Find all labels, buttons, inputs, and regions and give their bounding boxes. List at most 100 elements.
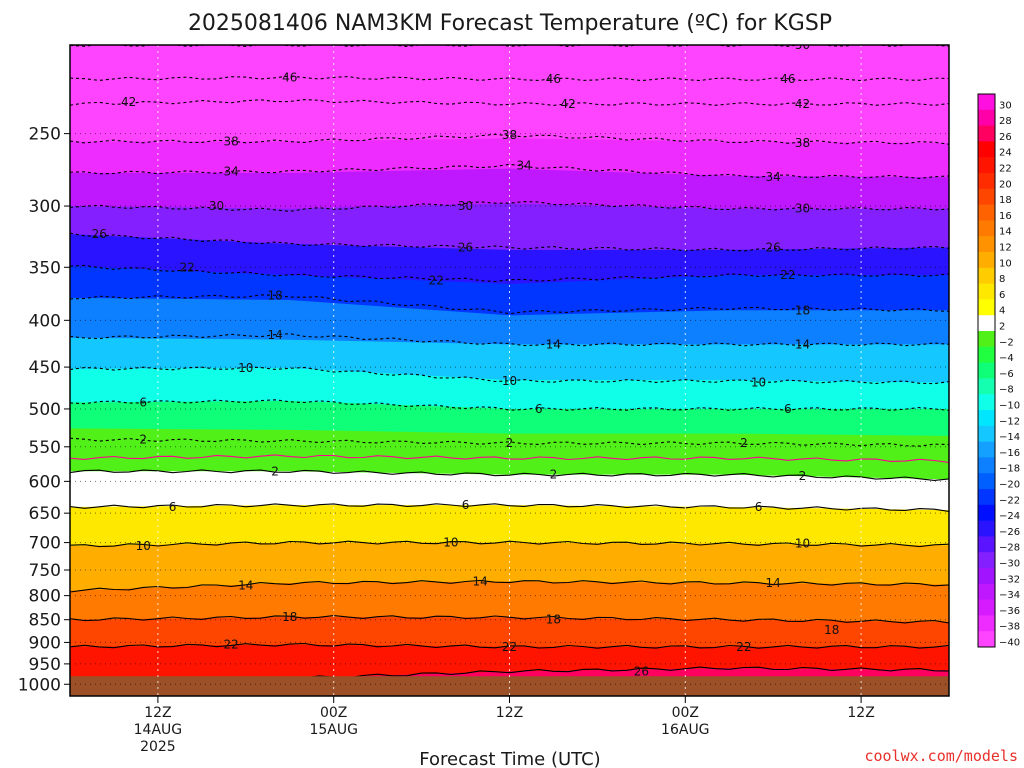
contour-line-14 xyxy=(70,579,949,593)
colorbar-swatch xyxy=(978,504,995,522)
colorbar-label: 14 xyxy=(999,227,1012,238)
contour-label: 46 xyxy=(780,72,795,86)
surface-ground xyxy=(70,676,949,696)
colorbar-swatch xyxy=(978,157,995,174)
colorbar: 30 28 26 24 22 20 18 16 14 12 10 8 6 4 2 −2 −4 −6 −8 −10 −12… xyxy=(977,93,1020,649)
contour-label: 46 xyxy=(546,72,561,86)
contour-label: 18 xyxy=(795,303,810,317)
colorbar-swatch xyxy=(978,615,995,632)
colorbar-label: −16 xyxy=(999,448,1020,459)
colorbar-label: 8 xyxy=(999,274,1005,285)
contour-label: 14 xyxy=(267,328,282,342)
contour-label: 42 xyxy=(560,97,575,111)
contour-label: 14 xyxy=(766,576,781,590)
y-tick-label: 850 xyxy=(29,611,61,631)
contour-line-2 xyxy=(70,469,949,481)
colorbar-label: −32 xyxy=(999,574,1020,585)
colorbar-label: 24 xyxy=(999,148,1012,159)
contour-label: 26 xyxy=(92,227,107,241)
colorbar-swatch xyxy=(978,425,995,443)
contour-label: 22 xyxy=(429,274,444,288)
colorbar-label: −24 xyxy=(999,511,1020,522)
contour-label: 34 xyxy=(766,170,781,184)
contour-label: 26 xyxy=(634,664,649,678)
y-tick-label: 700 xyxy=(29,534,61,554)
contour-label: 22 xyxy=(224,638,239,652)
contour-label: 42 xyxy=(795,97,810,111)
contour-label: 10 xyxy=(795,537,810,551)
colorbar-swatch xyxy=(978,299,995,316)
contour-label: 30 xyxy=(209,199,224,213)
contour-label: 2 xyxy=(740,436,748,450)
colorbar-label: −36 xyxy=(999,606,1020,617)
contour-label: 46 xyxy=(282,70,297,84)
colorbar-swatch xyxy=(978,583,995,601)
colorbar-label: −14 xyxy=(999,432,1020,443)
colorbar-label: 16 xyxy=(999,211,1012,222)
colorbar-swatch xyxy=(978,283,995,300)
colorbar-label: 12 xyxy=(999,243,1012,254)
colorbar-label: 2 xyxy=(999,322,1005,333)
colorbar-swatch xyxy=(978,252,995,269)
colorbar-swatch xyxy=(978,188,995,206)
colorbar-swatch xyxy=(978,173,995,190)
contour-label: 18 xyxy=(282,610,297,624)
colorbar-swatch xyxy=(978,94,995,111)
y-tick-label: 400 xyxy=(29,311,61,331)
colorbar-swatch xyxy=(978,568,995,585)
colorbar-swatch xyxy=(978,441,995,458)
colorbar-label: −2 xyxy=(999,337,1014,348)
colorbar-label: 30 xyxy=(999,100,1012,111)
contour-label: 2 xyxy=(550,468,558,482)
colorbar-label: −8 xyxy=(999,385,1014,396)
colorbar-swatch xyxy=(978,473,995,490)
contour-label: 30 xyxy=(795,202,810,216)
contour-label: 22 xyxy=(736,640,751,654)
y-tick-label: 350 xyxy=(29,258,61,278)
contour-label: 10 xyxy=(238,361,253,375)
contour-label: 6 xyxy=(462,498,470,512)
contour-label: 10 xyxy=(751,376,766,390)
contour-label: 50 xyxy=(795,38,810,52)
y-tick-label: 450 xyxy=(29,358,61,378)
colorbar-swatch xyxy=(978,204,995,221)
colorbar-swatch xyxy=(978,141,995,158)
contour-label: 18 xyxy=(267,289,282,303)
x-tick-label: 12Z 14AUG 2025 xyxy=(134,705,183,755)
contour-label: 6 xyxy=(755,500,763,514)
colorbar-swatch xyxy=(978,410,995,427)
colorbar-swatch xyxy=(978,346,995,364)
colorbar-swatch xyxy=(978,536,995,553)
colorbar-label: −6 xyxy=(999,369,1014,380)
y-tick-label: 950 xyxy=(29,655,61,675)
colorbar-label: −28 xyxy=(999,543,1020,554)
colorbar-label: −4 xyxy=(999,353,1014,364)
y-tick-label: 250 xyxy=(29,125,61,145)
x-tick-label: 00Z 15AUG xyxy=(309,705,358,738)
colorbar-label: −10 xyxy=(999,401,1020,412)
contour-label: 18 xyxy=(824,623,839,637)
contour-label: 10 xyxy=(502,374,517,388)
contour-label: 2 xyxy=(271,464,279,478)
x-tick-label: 00Z 16AUG xyxy=(661,705,710,738)
colorbar-label: −38 xyxy=(999,622,1020,633)
contour-label: 6 xyxy=(139,396,147,410)
colorbar-swatch xyxy=(978,552,995,569)
y-tick-label: 550 xyxy=(29,438,61,458)
y-tick-label: 500 xyxy=(29,400,61,420)
colorbar-label: 4 xyxy=(999,306,1005,317)
contour-label: 42 xyxy=(121,95,136,109)
colorbar-swatch xyxy=(978,109,995,127)
y-tick-label: 600 xyxy=(29,472,61,492)
colorbar-swatch xyxy=(978,520,995,537)
colorbar-swatch xyxy=(978,315,995,332)
y-tick-label: 1000 xyxy=(18,675,61,695)
y-tick-label: 900 xyxy=(29,633,61,653)
colorbar-label: −20 xyxy=(999,480,1020,491)
colorbar-swatch xyxy=(978,125,995,142)
contour-line-10 xyxy=(70,540,949,548)
y-tick-label: 800 xyxy=(29,587,61,607)
y-tick-label: 650 xyxy=(29,504,61,524)
